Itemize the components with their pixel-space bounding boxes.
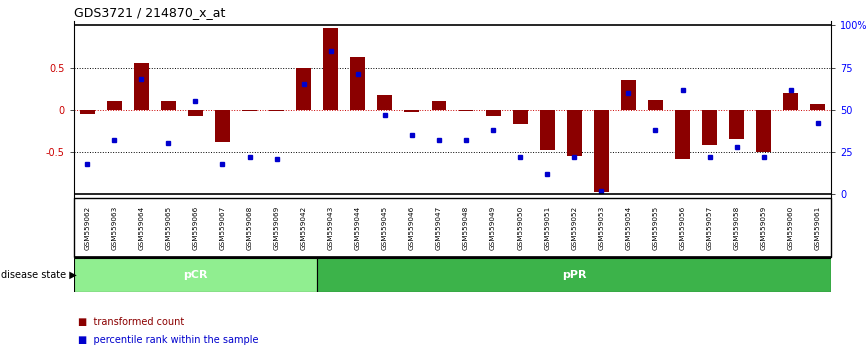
Bar [756, 110, 771, 152]
Text: GSM559058: GSM559058 [734, 205, 740, 250]
Text: GSM559063: GSM559063 [111, 205, 117, 250]
Bar [378, 95, 392, 110]
Text: GSM559057: GSM559057 [707, 205, 713, 250]
Bar [188, 110, 203, 116]
Text: GSM559048: GSM559048 [463, 205, 469, 250]
Text: GSM559068: GSM559068 [247, 205, 253, 250]
Bar [486, 110, 501, 116]
Text: ■  transformed count: ■ transformed count [78, 317, 184, 327]
Text: GSM559050: GSM559050 [517, 205, 523, 250]
Text: pPR: pPR [562, 270, 586, 280]
Bar [242, 110, 257, 112]
Bar [729, 110, 744, 139]
Text: GSM559065: GSM559065 [165, 205, 171, 250]
Text: GSM559047: GSM559047 [436, 205, 442, 250]
Bar [621, 80, 636, 110]
Text: GSM559051: GSM559051 [544, 205, 550, 250]
Text: GSM559069: GSM559069 [274, 205, 280, 250]
Text: GSM559059: GSM559059 [760, 205, 766, 250]
Text: GSM559066: GSM559066 [192, 205, 198, 250]
Bar [513, 110, 527, 124]
Bar [161, 101, 176, 110]
Text: GSM559054: GSM559054 [625, 205, 631, 250]
Bar [80, 110, 94, 114]
Text: GSM559042: GSM559042 [301, 205, 307, 250]
Bar [215, 110, 229, 142]
Text: GSM559061: GSM559061 [815, 205, 821, 250]
Bar [567, 110, 582, 156]
Text: pCR: pCR [183, 270, 208, 280]
Text: GSM559043: GSM559043 [327, 205, 333, 250]
Bar [459, 110, 474, 112]
Text: GSM559064: GSM559064 [139, 205, 145, 250]
Bar [74, 258, 317, 292]
Bar [296, 68, 311, 110]
Text: GSM559044: GSM559044 [355, 205, 361, 250]
Text: GSM559046: GSM559046 [409, 205, 415, 250]
Text: GSM559060: GSM559060 [788, 205, 794, 250]
Bar [675, 110, 690, 159]
Text: GSM559067: GSM559067 [219, 205, 225, 250]
Bar [784, 93, 798, 110]
Text: GSM559056: GSM559056 [680, 205, 686, 250]
Bar [107, 101, 121, 110]
Text: disease state ▶: disease state ▶ [1, 270, 76, 280]
Text: GDS3721 / 214870_x_at: GDS3721 / 214870_x_at [74, 6, 225, 19]
Bar [351, 57, 365, 110]
Bar [594, 110, 609, 192]
Bar [648, 99, 662, 110]
Bar [269, 110, 284, 112]
Text: GSM559062: GSM559062 [84, 205, 90, 250]
Text: GSM559049: GSM559049 [490, 205, 496, 250]
Text: GSM559052: GSM559052 [572, 205, 578, 250]
Bar [811, 104, 825, 110]
Text: ■  percentile rank within the sample: ■ percentile rank within the sample [78, 335, 258, 345]
Bar [317, 258, 831, 292]
Bar [540, 110, 554, 150]
Text: GSM559055: GSM559055 [652, 205, 658, 250]
Bar [134, 63, 149, 110]
Bar [404, 110, 419, 112]
Text: GSM559053: GSM559053 [598, 205, 604, 250]
Bar [702, 110, 717, 145]
Text: GSM559045: GSM559045 [382, 205, 388, 250]
Bar [323, 28, 338, 110]
Bar [431, 101, 446, 110]
